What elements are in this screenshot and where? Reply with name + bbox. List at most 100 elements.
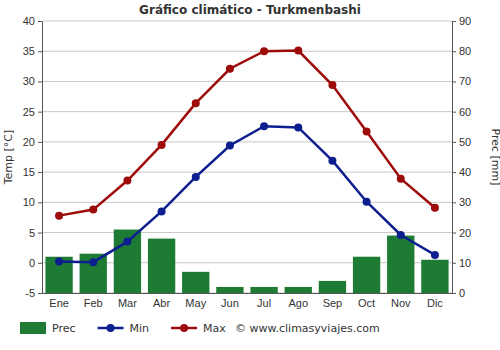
y-axis: -5 0 5 10 15 20 25 30 35 40 bbox=[23, 15, 43, 299]
marker bbox=[55, 212, 63, 220]
marker bbox=[192, 173, 200, 181]
line-series bbox=[55, 47, 439, 220]
tick: 80 bbox=[452, 45, 471, 57]
tick-label: 0 bbox=[459, 287, 465, 299]
tick: Mar bbox=[118, 293, 137, 309]
tick-label: Jun bbox=[221, 297, 239, 309]
tick-label: 15 bbox=[23, 166, 35, 178]
grid-line bbox=[42, 111, 452, 112]
tick-mark bbox=[38, 81, 42, 82]
grid-line bbox=[42, 21, 452, 22]
plot-area bbox=[45, 47, 448, 293]
tick: 90 bbox=[452, 15, 471, 27]
bar bbox=[250, 287, 277, 293]
tick-mark bbox=[452, 112, 456, 113]
marker bbox=[260, 47, 268, 55]
tick: 30 bbox=[23, 75, 42, 87]
legend-marker bbox=[107, 324, 115, 332]
marker bbox=[158, 207, 166, 215]
tick: 70 bbox=[452, 75, 471, 87]
legend-item: Max bbox=[171, 322, 226, 335]
bar bbox=[80, 254, 107, 293]
tick: 20 bbox=[23, 136, 42, 148]
y2-axis-title: Prec [mm] bbox=[489, 128, 500, 185]
bar bbox=[285, 287, 312, 293]
tick: Dic bbox=[427, 293, 443, 309]
grid-line bbox=[42, 172, 452, 173]
tick-mark bbox=[38, 142, 42, 143]
y2-axis: 0102030405060708090 bbox=[452, 15, 471, 299]
tick-mark bbox=[452, 233, 456, 234]
marker bbox=[89, 206, 97, 214]
tick: Ago bbox=[288, 293, 308, 309]
legend-item: Min bbox=[98, 322, 150, 335]
tick-mark bbox=[452, 51, 456, 52]
tick-label: 20 bbox=[459, 227, 471, 239]
tick: 0 bbox=[452, 287, 465, 299]
tick-label: Nov bbox=[391, 297, 411, 309]
marker bbox=[328, 81, 336, 89]
marker bbox=[431, 204, 439, 212]
bar bbox=[148, 239, 175, 293]
marker bbox=[363, 198, 371, 206]
tick-label: 25 bbox=[23, 106, 35, 118]
tick-mark bbox=[38, 112, 42, 113]
marker bbox=[192, 99, 200, 107]
marker bbox=[260, 122, 268, 130]
legend-item: Prec bbox=[20, 322, 76, 335]
tick-mark bbox=[452, 263, 456, 264]
bar bbox=[182, 272, 209, 293]
tick: Nov bbox=[391, 293, 411, 309]
bar bbox=[353, 257, 380, 293]
bar bbox=[114, 230, 141, 293]
bar bbox=[421, 260, 448, 293]
tick-label: 5 bbox=[29, 227, 35, 239]
tick: Jun bbox=[221, 293, 239, 309]
marker bbox=[123, 177, 131, 185]
tick: Ene bbox=[49, 293, 69, 309]
tick: 50 bbox=[452, 136, 471, 148]
tick: 0 bbox=[29, 257, 42, 269]
tick-label: Mar bbox=[118, 297, 137, 309]
tick-label: 10 bbox=[459, 257, 471, 269]
marker bbox=[55, 258, 63, 266]
tick-label: Jul bbox=[257, 297, 271, 309]
tick: 10 bbox=[23, 196, 42, 208]
tick: Abr bbox=[153, 293, 170, 309]
tick-mark bbox=[452, 21, 456, 22]
tick: Feb bbox=[84, 293, 103, 309]
axis-line bbox=[38, 22, 43, 294]
tick-label: May bbox=[185, 297, 206, 309]
marker bbox=[397, 175, 405, 183]
tick-label: 10 bbox=[23, 196, 35, 208]
tick: May bbox=[185, 293, 206, 309]
bar bbox=[319, 281, 346, 293]
legend-marker bbox=[180, 324, 188, 332]
tick-mark bbox=[38, 293, 42, 294]
tick: 30 bbox=[452, 196, 471, 208]
tick-label: 30 bbox=[459, 196, 471, 208]
tick-mark bbox=[452, 172, 456, 173]
tick-mark bbox=[452, 81, 456, 82]
marker bbox=[123, 238, 131, 246]
legend: Prec Min Max bbox=[20, 322, 226, 335]
tick-mark bbox=[452, 202, 456, 203]
y-axis-title: Temp [°C] bbox=[2, 130, 15, 186]
title: Gráfico climático - Turkmenbashi bbox=[139, 3, 361, 17]
tick-label: 0 bbox=[29, 257, 35, 269]
axis-line bbox=[43, 293, 453, 294]
line bbox=[59, 51, 435, 216]
tick: 35 bbox=[23, 45, 42, 57]
tick-mark bbox=[452, 142, 456, 143]
tick-label: 60 bbox=[459, 106, 471, 118]
tick: 40 bbox=[23, 15, 42, 27]
tick: 25 bbox=[23, 106, 42, 118]
tick-label: -5 bbox=[25, 287, 35, 299]
legend-label: Min bbox=[130, 322, 150, 335]
tick-label: Oct bbox=[358, 297, 375, 309]
bar bbox=[216, 287, 243, 293]
axis-line bbox=[453, 22, 457, 294]
legend-swatch bbox=[20, 322, 46, 334]
tick: 5 bbox=[29, 227, 42, 239]
tick-label: 20 bbox=[23, 136, 35, 148]
